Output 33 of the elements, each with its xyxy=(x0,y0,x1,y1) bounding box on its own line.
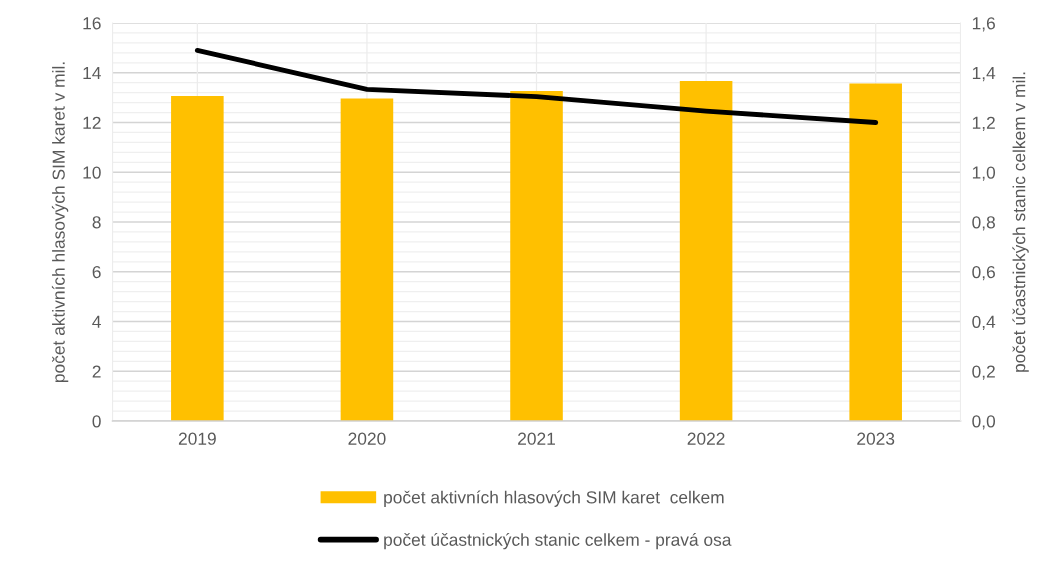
y-axis-title: počet aktivních hlasových SIM karet v mil. xyxy=(51,62,69,382)
legend-label: počet aktivních hlasových SIM karet celkem xyxy=(384,490,724,507)
y2-tick-label: 0,2 xyxy=(972,365,995,380)
bar xyxy=(340,98,394,421)
bar xyxy=(679,80,733,421)
bar xyxy=(849,83,902,421)
y2-tick-label: 0,0 xyxy=(972,415,996,430)
y-tick-label: 14 xyxy=(83,67,101,80)
y2-tick-label: 1,0 xyxy=(972,166,996,181)
y2-tick-label: 1,4 xyxy=(972,67,996,82)
y-tick-label: 8 xyxy=(92,216,101,229)
line-series xyxy=(194,47,879,125)
x-tick-label: 2019 xyxy=(178,432,216,445)
y-tick-label: 12 xyxy=(83,116,101,129)
y2-tick-label: 0,4 xyxy=(972,315,996,331)
bar xyxy=(171,95,224,421)
x-tick-label: 2021 xyxy=(518,432,555,445)
y2-tick-label: 1,2 xyxy=(972,116,995,132)
y2-tick-label: 1,6 xyxy=(972,17,995,32)
y-tick-label: 2 xyxy=(92,365,101,378)
y-tick-label: 4 xyxy=(92,315,101,328)
legend-label: počet účastnických stanic celkem - pravá osa xyxy=(384,532,732,550)
y-tick-label: 0 xyxy=(92,415,101,428)
y-tick-label: 16 xyxy=(83,17,101,30)
bar xyxy=(510,90,563,421)
y-tick-label: 6 xyxy=(92,265,101,279)
x-tick-label: 2022 xyxy=(687,432,725,445)
y2-tick-label: 0,6 xyxy=(972,265,995,281)
x-tick-label: 2020 xyxy=(348,432,386,445)
x-tick-label: 2023 xyxy=(857,432,895,445)
y-tick-label: 10 xyxy=(83,166,101,179)
y2-axis-title: počet účastnických stanic celkem v mil. xyxy=(1012,72,1029,372)
y2-tick-label: 0,8 xyxy=(972,216,995,231)
